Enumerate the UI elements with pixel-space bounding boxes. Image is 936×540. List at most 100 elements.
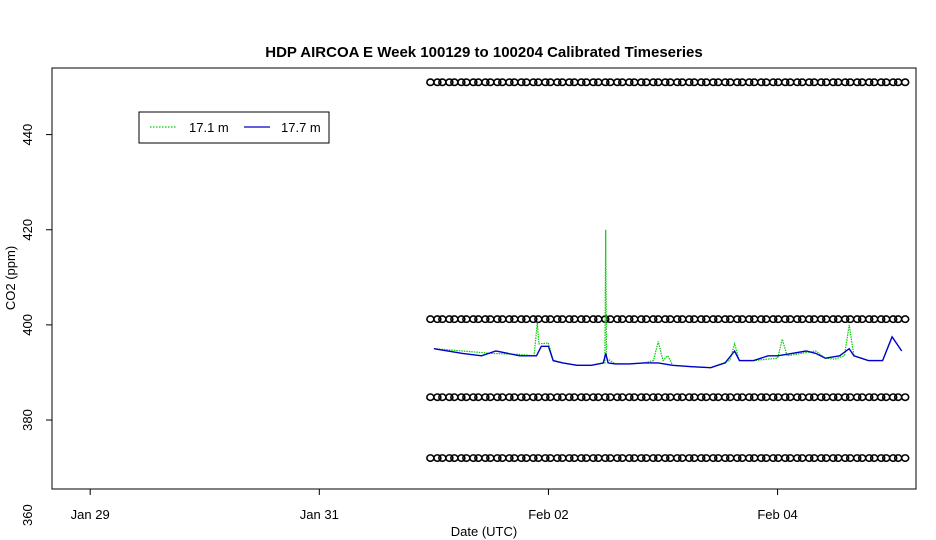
calibration-point: [601, 454, 610, 463]
calibration-point: [534, 454, 543, 463]
calibration-point: [510, 78, 519, 87]
chart-title: HDP AIRCOA E Week 100129 to 100204 Calib…: [265, 44, 702, 61]
y-tick-label: 400: [20, 314, 35, 336]
x-tick-label: Jan 31: [300, 507, 339, 522]
calibration-point: [792, 78, 802, 87]
calibration-point: [785, 393, 795, 402]
calibration-point: [737, 315, 747, 324]
calibration-point: [684, 315, 694, 324]
calibration-point: [756, 78, 766, 87]
calibration-point: [617, 393, 627, 402]
calibration-point: [840, 393, 850, 402]
calibration-point: [481, 454, 490, 463]
calibration-point: [565, 393, 574, 402]
calibration-point: [756, 393, 766, 402]
calibration-point: [888, 315, 898, 324]
calibration-point: [833, 454, 843, 463]
calibration-point: [529, 78, 538, 87]
calibration-point: [629, 78, 639, 87]
calibration-point: [881, 393, 891, 402]
calibration-point: [469, 454, 478, 463]
calibration-point: [660, 315, 670, 324]
calibration-point: [469, 315, 478, 324]
calibration-point: [888, 454, 898, 463]
calibration-point: [474, 454, 483, 463]
calibration-point: [457, 454, 466, 463]
calibration-point: [641, 78, 651, 87]
calibration-point: [558, 78, 567, 87]
calibration-point: [433, 454, 442, 463]
calibration-point: [804, 315, 814, 324]
y-tick-label: 440: [20, 124, 35, 146]
calibration-point: [570, 454, 579, 463]
calibration-point: [636, 393, 646, 402]
calibration-point: [773, 315, 783, 324]
calibration-point: [589, 78, 598, 87]
calibration-point: [869, 78, 879, 87]
calibration-point: [582, 315, 591, 324]
calibration-point: [737, 454, 747, 463]
calibration-point: [797, 315, 807, 324]
calibration-point: [505, 78, 514, 87]
x-axis: Jan 29 Jan 31 Feb 02 Feb 04: [71, 489, 798, 522]
calibration-point: [493, 315, 502, 324]
calibration-point: [594, 315, 603, 324]
calibration-point: [529, 454, 538, 463]
calibration-point: [720, 315, 730, 324]
calibration-point: [713, 454, 723, 463]
calibration-point: [684, 393, 694, 402]
calibration-point: [660, 78, 670, 87]
calibration-point: [529, 393, 538, 402]
calibration-point: [510, 454, 519, 463]
calibration-point: [737, 393, 747, 402]
calibration-point: [624, 78, 634, 87]
calibration-point: [546, 78, 555, 87]
calibration-point: [582, 454, 591, 463]
calibration-point: [546, 315, 555, 324]
calibration-point: [553, 454, 562, 463]
calibration-point: [797, 454, 807, 463]
calibration-point: [725, 78, 735, 87]
calibration-point: [426, 315, 435, 324]
calibration-point: [613, 315, 622, 324]
calibration-point: [857, 393, 867, 402]
calibration-point: [624, 454, 634, 463]
calibration-point: [653, 315, 663, 324]
calibration-point: [636, 315, 646, 324]
calibration-point: [701, 454, 711, 463]
calibration-point: [809, 393, 819, 402]
calibration-point: [852, 454, 862, 463]
calibration-point: [648, 393, 658, 402]
calibration-point: [725, 454, 735, 463]
calibration-point: [613, 78, 622, 87]
calibration-point: [792, 454, 802, 463]
calibration-point: [510, 315, 519, 324]
calibration-point: [828, 78, 838, 87]
calibration-point: [445, 393, 454, 402]
calibration-point: [457, 393, 466, 402]
series-line-17-7-m: [433, 335, 903, 369]
calibration-point: [474, 315, 483, 324]
calibration-point: [613, 393, 622, 402]
calibration-point: [845, 454, 855, 463]
calibration-point: [893, 393, 903, 402]
legend-box: [138, 111, 330, 144]
calibration-point: [672, 393, 682, 402]
calibration-point: [582, 78, 591, 87]
calibration-point: [768, 454, 778, 463]
calibration-point: [636, 78, 646, 87]
calibration-point: [462, 393, 471, 402]
calibration-point: [648, 315, 658, 324]
calibration-point: [833, 315, 843, 324]
calibration-point: [529, 315, 538, 324]
calibration-point: [570, 315, 579, 324]
calibration-point: [845, 78, 855, 87]
calibration-point: [577, 393, 586, 402]
calibration-point: [857, 315, 867, 324]
calibration-point: [594, 78, 603, 87]
calibration-point: [773, 454, 783, 463]
calibration-point: [761, 393, 771, 402]
calibration-point: [828, 393, 838, 402]
calibration-point: [486, 454, 495, 463]
calibration-point: [749, 315, 759, 324]
